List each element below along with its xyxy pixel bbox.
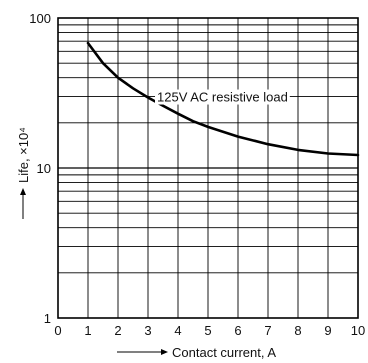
x-axis-label-group: Contact current, A [117, 345, 276, 360]
plot-frame [57, 17, 359, 319]
x-tick-label: 6 [234, 323, 241, 338]
x-tick-label: 7 [264, 323, 271, 338]
x-tick-label: 9 [324, 323, 331, 338]
series-label-background [155, 89, 290, 105]
x-tick-label: 3 [144, 323, 151, 338]
x-tick-label: 8 [294, 323, 301, 338]
y-axis-label-group: Life, ×10⁴ [16, 127, 31, 219]
y-tick-label: 100 [29, 11, 51, 26]
x-tick-label: 2 [114, 323, 121, 338]
x-axis-arrow-head [161, 349, 168, 355]
series-layer: 125V AC resistive load [86, 41, 360, 157]
x-tick-label: 5 [204, 323, 211, 338]
y-tick-labels: 1 10 100 [29, 11, 51, 326]
x-tick-label: 0 [54, 323, 61, 338]
x-axis-label: Contact current, A [172, 345, 276, 360]
y-axis-arrow-head [20, 188, 26, 195]
grid [58, 18, 358, 318]
x-tick-label: 10 [351, 323, 365, 338]
y-tick-label: 1 [44, 311, 51, 326]
x-tick-label: 4 [174, 323, 181, 338]
y-tick-label: 10 [37, 161, 51, 176]
x-tick-label: 1 [84, 323, 91, 338]
x-tick-labels: 0 1 2 3 4 5 6 7 8 9 10 [54, 323, 365, 338]
series-line [86, 41, 360, 157]
y-axis-label: Life, ×10⁴ [16, 127, 31, 183]
series-label: 125V AC resistive load [157, 90, 288, 105]
